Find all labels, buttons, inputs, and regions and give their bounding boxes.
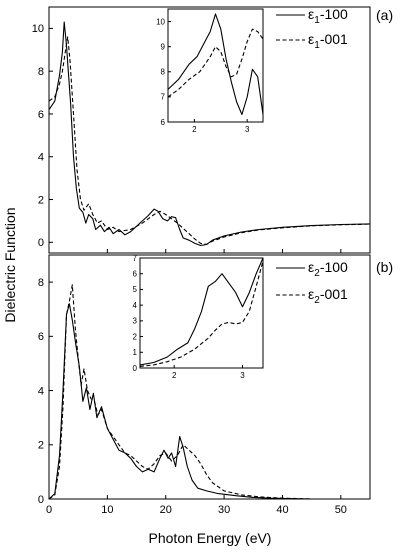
panel-a-panel-label: (a) [376,7,393,23]
panel-b-inset-y-tick-label: 1 [133,348,138,357]
panel-b-x-tick-label: 10 [101,504,113,516]
panel-b-x-tick-label: 20 [160,504,172,516]
panel-a-y-tick-label: 8 [38,66,44,78]
panel-a-y-tick-label: 10 [32,23,44,35]
panel-a-inset-y-tick-label: 8 [161,68,166,77]
panel-a-inset-y-tick-label: 7 [161,93,166,102]
panel-b-legend-label: ε2-001 [308,286,348,306]
panel-b-y-tick-label: 2 [38,440,44,452]
panel-a: 0 2 4 6 8 10 ε1-100 ε1-001 (a) 2 3 6 7 8 9 10 [32,6,393,254]
x-axis-label: Photon Energy (eV) [149,530,272,546]
panel-b-y-tick-label: 0 [38,494,44,506]
panel-b-inset-y-tick-label: 2 [133,332,138,341]
panel-a-inset-frame [167,8,264,123]
panel-a-inset-x-tick-label: 3 [245,125,250,134]
panel-b-y-tick-label: 8 [38,277,44,289]
panel-b-y-tick-label: 6 [38,331,44,343]
panel-a-y-tick-label: 4 [38,152,44,164]
panel-b-inset-x-tick-label: 3 [240,371,245,380]
panel-b-inset-y-tick-label: 7 [133,254,138,263]
panel-b-inset-y-tick-label: 3 [133,317,138,326]
panel-b-y-tick-label: 4 [38,385,44,397]
panel-b-inset-frame [139,257,264,369]
panel-a-inset-y-tick-label: 6 [161,118,166,127]
panel-b-inset-y-tick-label: 5 [133,285,138,294]
panel-b-x-tick-label: 0 [46,504,52,516]
panel-b-inset: 2 3 0 1 2 3 4 5 6 7 [133,254,264,380]
panel-b-series-solid [49,303,312,499]
panel-b-inset-x-tick-label: 2 [172,371,177,380]
panel-b-x-tick-label: 40 [276,504,288,516]
panel-b-inset-y-tick-label: 4 [133,301,138,310]
panel-a-inset: 2 3 6 7 8 9 10 [156,8,264,134]
panel-a-y-tick-label: 2 [38,194,44,206]
panel-b-x-tick-label: 30 [218,504,230,516]
panel-b-inset-series-solid [140,258,263,366]
panel-a-y-tick-label: 6 [38,109,44,121]
panel-a-y-tick-label: 0 [38,237,44,249]
panel-b-legend-label: ε2-100 [308,259,348,279]
y-axis-label: Dielectric Function [2,207,18,322]
panel-b-panel-label: (b) [376,259,393,275]
panel-b-inset-y-tick-label: 0 [133,364,138,373]
panel-a-inset-series-dashed [168,28,263,98]
panel-a-inset-x-tick-label: 2 [192,125,197,134]
panel-b-inset-series-dashed [140,260,263,367]
panel-a-inset-y-tick-label: 10 [156,17,165,26]
panel-a-series-dashed [49,36,370,245]
panel-b-x-tick-label: 50 [335,504,347,516]
panel-b-series-dashed [49,284,312,499]
panel-a-inset-y-tick-label: 9 [161,42,166,51]
panel-b-inset-y-tick-label: 6 [133,270,138,279]
panel-a-series-solid [49,21,370,247]
panel-a-inset-series-solid [168,13,263,116]
panel-a-legend-label: ε1-001 [308,31,348,51]
panel-a-legend-label: ε1-100 [308,6,348,26]
